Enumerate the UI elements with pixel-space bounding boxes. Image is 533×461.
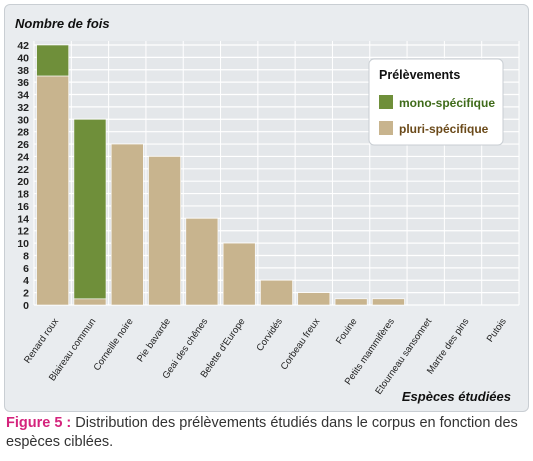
x-axis-title: Espèces étudiées bbox=[402, 389, 511, 404]
figure-caption-text: Distribution des prélèvements étudiés da… bbox=[6, 415, 518, 450]
y-tick-label: 10 bbox=[17, 238, 29, 250]
y-tick-label: 4 bbox=[23, 275, 29, 287]
bar-chart: 024681012141618202224262830323436384042N… bbox=[15, 16, 520, 404]
y-axis-title: Nombre de fois bbox=[15, 16, 110, 31]
x-tick-label: Corbeau freux bbox=[279, 316, 323, 372]
legend-title: Prélèvements bbox=[379, 68, 460, 82]
legend-swatch-pluri-spécifique bbox=[379, 121, 393, 135]
y-tick-label: 26 bbox=[17, 139, 29, 151]
y-tick-label: 42 bbox=[17, 40, 29, 52]
bar-pluri-spécifique bbox=[297, 292, 331, 306]
figure-caption: Figure 5 : Distribution des prélèvements… bbox=[6, 414, 526, 452]
legend-box bbox=[368, 58, 504, 146]
y-tick-label: 18 bbox=[17, 189, 29, 201]
x-tick-label: Pie bavarde bbox=[135, 316, 173, 364]
y-tick-label: 0 bbox=[23, 300, 29, 312]
bar-pluri-spécifique bbox=[260, 279, 293, 306]
x-tick-label: Putois bbox=[485, 316, 509, 344]
bar-pluri-spécifique bbox=[334, 298, 368, 306]
figure-label: Figure 5 : bbox=[6, 415, 72, 431]
y-tick-label: 16 bbox=[17, 201, 29, 213]
bar-pluri-spécifique bbox=[185, 218, 219, 306]
bar-mono-spécifique bbox=[73, 118, 107, 300]
y-tick-label: 2 bbox=[23, 288, 29, 300]
legend-label: mono-spécifique bbox=[399, 96, 495, 110]
y-tick-label: 8 bbox=[23, 250, 29, 262]
y-tick-label: 22 bbox=[17, 164, 29, 176]
legend-swatch-mono-spécifique bbox=[379, 95, 393, 109]
bar-pluri-spécifique bbox=[36, 75, 69, 306]
x-tick-label: Renard roux bbox=[22, 316, 61, 365]
y-tick-label: 24 bbox=[17, 151, 29, 163]
y-tick-label: 38 bbox=[17, 65, 29, 77]
x-tick-label: Corneille noire bbox=[92, 316, 136, 372]
y-tick-label: 28 bbox=[17, 127, 29, 139]
y-tick-label: 6 bbox=[23, 263, 29, 275]
chart-panel: 0 2 4 6 8 10 12 14 16 18 20 22 24 26 28 30 32 34 36 38 40 42 N… bbox=[4, 4, 529, 412]
y-tick-label: 14 bbox=[17, 213, 29, 225]
bar-pluri-spécifique bbox=[372, 298, 405, 306]
bar-pluri-spécifique bbox=[73, 298, 107, 306]
x-tick-label: Corvidés bbox=[254, 316, 285, 353]
bar-pluri-spécifique bbox=[148, 156, 181, 306]
bar-mono-spécifique bbox=[36, 44, 69, 77]
bar-pluri-spécifique bbox=[110, 143, 144, 306]
y-tick-label: 36 bbox=[17, 77, 29, 89]
legend-label: pluri-spécifique bbox=[399, 122, 489, 136]
y-tick-label: 20 bbox=[17, 176, 29, 188]
y-tick-label: 12 bbox=[17, 226, 29, 238]
y-tick-label: 30 bbox=[17, 114, 29, 126]
y-tick-label: 32 bbox=[17, 102, 29, 114]
bar-pluri-spécifique bbox=[222, 242, 256, 306]
y-tick-label: 40 bbox=[17, 52, 29, 64]
x-tick-label: Fouine bbox=[334, 316, 360, 346]
y-tick-label: 34 bbox=[17, 90, 29, 102]
